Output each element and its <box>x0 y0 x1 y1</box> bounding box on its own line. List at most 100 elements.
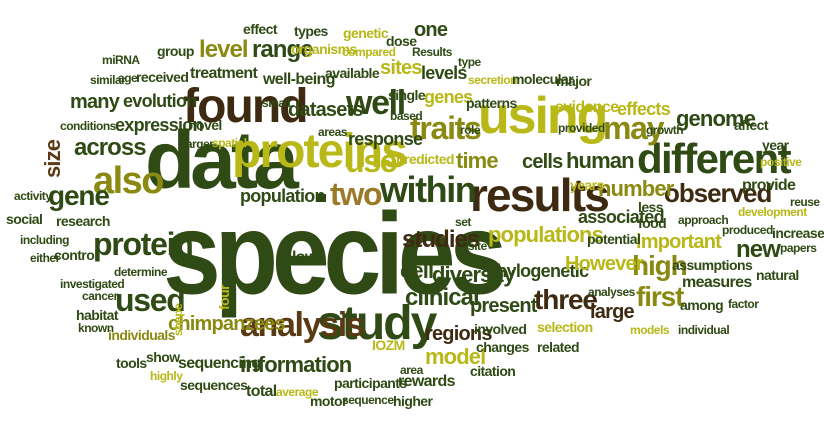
word-well: well <box>346 84 406 122</box>
word-affect: affect <box>734 117 769 133</box>
word-provide: provide <box>742 177 796 194</box>
word-protein: protein <box>93 226 194 262</box>
word-area: area <box>400 363 423 377</box>
word-time: time <box>456 148 499 173</box>
word-evidence: evidence <box>555 99 619 116</box>
word-investigated: investigated <box>60 277 125 291</box>
word-new: new <box>736 236 781 263</box>
word-cell: cell <box>400 258 434 283</box>
word-measures: measures <box>682 274 752 291</box>
word-results: results <box>470 169 610 221</box>
word-role: role <box>460 123 481 137</box>
word-number: number <box>598 176 674 201</box>
word-less: less <box>638 199 664 215</box>
word-present: present <box>470 295 537 317</box>
word-study: study <box>317 297 437 350</box>
word-evolution: evolution <box>123 91 197 111</box>
word-participants: participants <box>334 375 407 391</box>
word-level: level <box>199 36 249 63</box>
word-larger: larger <box>183 137 214 151</box>
word-related: related <box>537 339 580 355</box>
word-papers: papers <box>780 241 817 255</box>
word-information: information <box>240 352 352 377</box>
word-food: food <box>638 215 667 231</box>
word-expression: expression <box>115 115 204 135</box>
word-chimpanzees: chimpanzees <box>168 313 286 335</box>
word-low: low <box>292 249 317 266</box>
word-increased: increased <box>772 225 824 241</box>
word-individuals: individuals <box>108 327 176 343</box>
word-type: type <box>458 55 481 69</box>
square-mark <box>318 194 326 202</box>
word-cells: cells <box>522 151 563 173</box>
word-models: models <box>630 323 670 337</box>
word-types: types <box>294 23 328 39</box>
word-human: human <box>566 148 635 173</box>
word-tools: tools <box>116 355 147 371</box>
word-compared: compared <box>342 45 396 59</box>
word-datasets: datasets <box>288 99 364 121</box>
word-however: However <box>565 253 644 275</box>
word-rewards: rewards <box>398 373 456 390</box>
word-age: age <box>118 71 138 85</box>
word-produced: produced <box>722 223 773 237</box>
word-studies: studies <box>402 226 480 253</box>
word-sequence: sequence <box>342 393 394 407</box>
word-analyses: analyses <box>588 285 635 299</box>
word-determine: determine <box>114 265 168 279</box>
word-four: four <box>216 285 232 310</box>
word-range: range <box>252 36 314 63</box>
word-assumptions: assumptions <box>672 257 753 273</box>
word-natural: natural <box>756 267 799 283</box>
word-based: based <box>390 109 423 123</box>
word-novel: novel <box>188 117 222 133</box>
word-species: species <box>163 189 507 320</box>
word-across: across <box>74 134 147 161</box>
word-used: used <box>115 282 186 318</box>
word-phylogenetic: phylogenetic <box>486 261 589 281</box>
word-sites: sites <box>380 57 422 79</box>
word-involved: involved <box>474 321 527 337</box>
word-well-being: well-being <box>263 71 335 88</box>
word-genetic: genetic <box>343 25 389 41</box>
word-changes: changes <box>476 339 529 355</box>
word-control: control <box>54 247 98 263</box>
word-known: known <box>78 321 114 335</box>
word-population: population <box>240 186 325 206</box>
word-large: large <box>590 301 635 323</box>
word-set: set <box>455 215 471 229</box>
word-development: development <box>738 205 807 219</box>
word-year: year <box>762 137 789 153</box>
word-available: available <box>325 65 380 81</box>
word-high: high <box>632 250 688 281</box>
word-shape: shape <box>171 303 185 336</box>
word-regions: regions <box>425 323 492 345</box>
word-one: one <box>414 19 448 41</box>
word-spatial: spatial <box>212 136 247 150</box>
word-dose: dose <box>386 33 417 49</box>
word-important: important <box>636 231 722 253</box>
word-different: different <box>637 135 792 182</box>
word-diversity: diversity <box>432 262 515 287</box>
word-small: small <box>262 96 291 110</box>
word-may: may <box>603 110 665 146</box>
word-conditions: conditions <box>60 119 116 133</box>
word-reuse: reuse <box>790 195 820 209</box>
word-model: model <box>425 344 486 369</box>
word-using: using <box>478 87 608 145</box>
word-sequencing: sequencing <box>178 355 261 372</box>
word-provided: provided <box>558 121 605 135</box>
word-total: total <box>246 383 277 400</box>
word-within: within <box>380 169 477 210</box>
word-individual: individual <box>678 323 730 337</box>
word-show: show <box>146 349 180 365</box>
word-motor: motor <box>310 393 347 409</box>
word-iozm: IOZM <box>372 337 405 353</box>
word-social: social <box>6 211 43 227</box>
word-many: many <box>70 91 120 113</box>
word-gene: gene <box>48 180 110 211</box>
word-citation: citation <box>470 363 516 379</box>
word-activity: activity <box>14 189 52 203</box>
word-higher: higher <box>393 393 433 409</box>
word-similar: similar <box>90 73 126 87</box>
